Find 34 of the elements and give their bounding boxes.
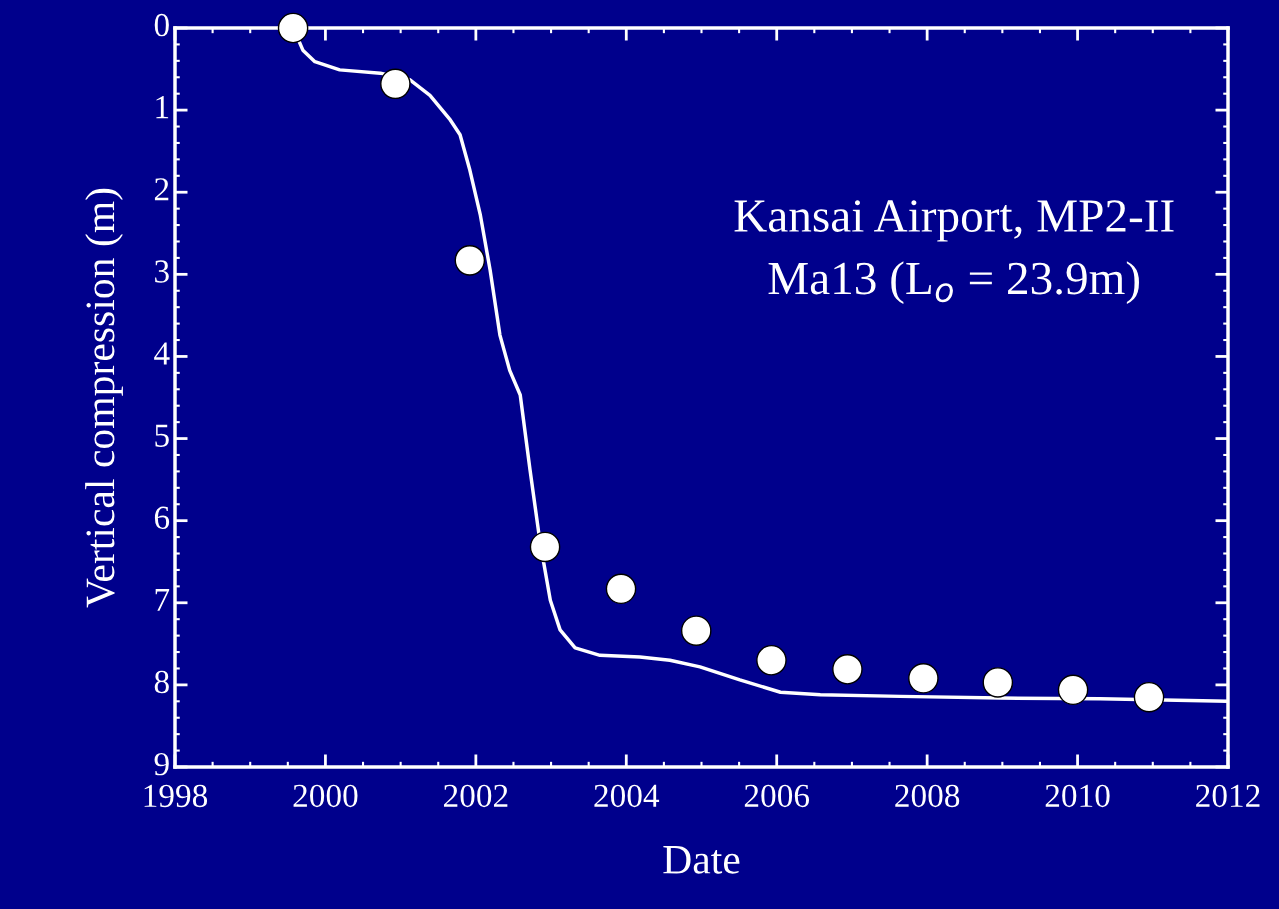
x-tick-label: 2004 xyxy=(594,784,660,808)
x-tick-label: 2006 xyxy=(744,784,810,808)
y-tick-label: 5 xyxy=(155,424,169,447)
y-tick-label: 4 xyxy=(154,342,170,365)
y-tick-label: 0 xyxy=(154,13,169,37)
point xyxy=(1133,681,1165,713)
y-axis-title: Vertical compression (m) xyxy=(85,188,123,608)
x-tick-label: 2002 xyxy=(443,784,508,808)
point xyxy=(982,667,1014,698)
y-tick-label: 9 xyxy=(154,752,169,776)
x-tick-label: 2000 xyxy=(293,784,358,808)
y-tick-label: 3 xyxy=(155,260,169,283)
y-tick-label: 6 xyxy=(154,506,170,530)
y-tick-label: 7 xyxy=(155,588,170,611)
point xyxy=(605,573,637,605)
y-tick-label: 1 xyxy=(156,96,169,119)
point xyxy=(1057,674,1089,706)
x-axis-title: Date xyxy=(663,846,740,874)
point xyxy=(756,644,787,676)
point xyxy=(832,654,863,685)
annotation: Ma13 (L$_{o}$ = 23.9m) xyxy=(768,261,1139,305)
annotation: Kansai Airport, MP2-II xyxy=(734,200,1174,242)
x-tick-label: 2010 xyxy=(1045,784,1110,808)
point xyxy=(380,68,411,100)
x-tick-label: 2008 xyxy=(895,784,960,808)
x-tick-label: 2012 xyxy=(1196,784,1260,808)
x-tick-label: 1998 xyxy=(144,784,208,808)
y-tick-label: 2 xyxy=(154,178,169,201)
point xyxy=(529,531,561,563)
y-tick-label: 8 xyxy=(154,670,169,694)
point xyxy=(454,245,486,276)
point xyxy=(277,12,309,44)
point xyxy=(908,663,939,694)
point xyxy=(680,615,712,646)
